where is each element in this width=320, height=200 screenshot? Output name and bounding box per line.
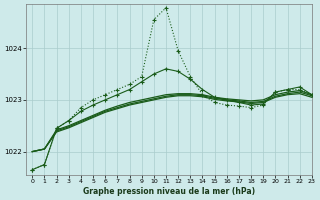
X-axis label: Graphe pression niveau de la mer (hPa): Graphe pression niveau de la mer (hPa) — [83, 187, 255, 196]
